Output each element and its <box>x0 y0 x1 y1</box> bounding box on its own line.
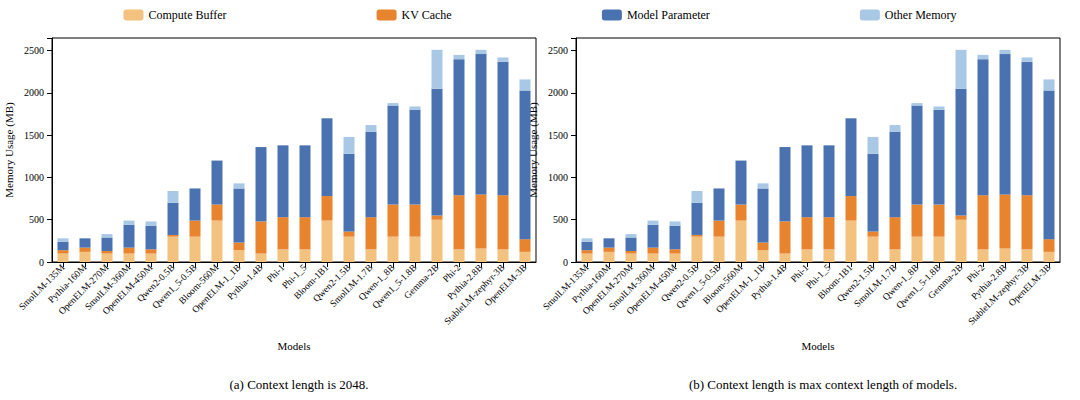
svg-text:Models: Models <box>802 340 835 352</box>
svg-text:Memory Usage (MB): Memory Usage (MB) <box>526 102 539 198</box>
svg-text:OpenELM-3B: OpenELM-3B <box>1007 262 1053 308</box>
svg-text:Models: Models <box>278 340 311 352</box>
svg-text:2500: 2500 <box>548 45 568 56</box>
svg-text:Pythia-2.8B: Pythia-2.8B <box>969 262 1009 302</box>
svg-text:Bloom-560M: Bloom-560M <box>700 262 745 307</box>
svg-text:Qwen2-1.5B: Qwen2-1.5B <box>311 262 353 304</box>
svg-text:2000: 2000 <box>24 87 44 98</box>
svg-text:Qwen1_5-1.8B: Qwen1_5-1.8B <box>370 262 419 311</box>
svg-text:SmolLM-360M: SmolLM-360M <box>83 262 133 312</box>
svg-text:Qwen1_5-0.5B: Qwen1_5-0.5B <box>674 262 723 311</box>
svg-text:500: 500 <box>553 214 568 225</box>
svg-text:1500: 1500 <box>548 130 568 141</box>
svg-text:Gemma-2B: Gemma-2B <box>402 262 440 300</box>
svg-text:Other Memory: Other Memory <box>885 8 957 22</box>
svg-text:1000: 1000 <box>548 172 568 183</box>
svg-text:Phi-1_5: Phi-1_5 <box>280 262 309 291</box>
svg-text:Qwen1_5-0.5B: Qwen1_5-0.5B <box>150 262 199 311</box>
svg-text:0: 0 <box>39 257 44 268</box>
svg-text:StableLM-zephyr-3B: StableLM-zephyr-3B <box>442 262 507 327</box>
svg-text:SmolLM-135M: SmolLM-135M <box>17 262 67 312</box>
svg-text:Qwen2-0.5B: Qwen2-0.5B <box>135 262 177 304</box>
svg-text:Qwen2-1.5B: Qwen2-1.5B <box>835 262 877 304</box>
svg-text:Qwen-1_8B: Qwen-1_8B <box>356 262 397 303</box>
svg-text:Memory Usage (MB): Memory Usage (MB) <box>3 102 16 198</box>
svg-text:Bloom-1B1: Bloom-1B1 <box>291 262 331 302</box>
svg-text:Qwen2-0.5B: Qwen2-0.5B <box>659 262 701 304</box>
svg-text:SmolLM-135M: SmolLM-135M <box>541 262 591 312</box>
svg-text:Qwen-1_8B: Qwen-1_8B <box>880 262 921 303</box>
svg-text:OpenELM-270M: OpenELM-270M <box>580 262 635 317</box>
svg-text:SmolLM-360M: SmolLM-360M <box>607 262 657 312</box>
svg-text:OpenELM-450M: OpenELM-450M <box>100 262 155 317</box>
svg-text:Pythia-160M: Pythia-160M <box>46 262 89 305</box>
svg-text:Bloom-560M: Bloom-560M <box>176 262 221 307</box>
svg-text:SmolLM-1.7B: SmolLM-1.7B <box>328 262 375 309</box>
svg-text:1500: 1500 <box>24 130 44 141</box>
svg-text:Phi-1: Phi-1 <box>788 262 811 285</box>
svg-text:OpenELM-1_1B: OpenELM-1_1B <box>190 262 243 315</box>
svg-text:(b) Context length is max cont: (b) Context length is max context length… <box>689 377 957 392</box>
svg-text:Phi-1: Phi-1 <box>264 262 287 285</box>
svg-text:2500: 2500 <box>24 45 44 56</box>
svg-text:OpenELM-1_1B: OpenELM-1_1B <box>714 262 767 315</box>
svg-text:Pythia-1.4B: Pythia-1.4B <box>749 262 788 301</box>
svg-text:Phi-2: Phi-2 <box>964 262 987 285</box>
svg-text:KV Cache: KV Cache <box>402 8 452 22</box>
svg-text:Qwen1_5-1.8B: Qwen1_5-1.8B <box>894 262 943 311</box>
svg-text:OpenELM-3B: OpenELM-3B <box>483 262 529 308</box>
svg-text:SmolLM-1.7B: SmolLM-1.7B <box>852 262 899 309</box>
svg-text:Gemma-2B: Gemma-2B <box>926 262 964 300</box>
svg-text:2000: 2000 <box>548 87 568 98</box>
svg-text:(a) Context length is 2048.: (a) Context length is 2048. <box>229 377 368 392</box>
svg-text:Pythia-160M: Pythia-160M <box>570 262 613 305</box>
svg-text:Phi-2: Phi-2 <box>440 262 463 285</box>
svg-text:Compute Buffer: Compute Buffer <box>148 8 226 22</box>
svg-text:Model Parameter: Model Parameter <box>627 8 710 22</box>
svg-text:Bloom-1B1: Bloom-1B1 <box>815 262 855 302</box>
svg-text:StableLM-zephyr-3B: StableLM-zephyr-3B <box>966 262 1031 327</box>
svg-text:Pythia-1.4B: Pythia-1.4B <box>225 262 264 301</box>
svg-text:1000: 1000 <box>24 172 44 183</box>
svg-text:Pythia-2.8B: Pythia-2.8B <box>445 262 485 302</box>
svg-text:OpenELM-450M: OpenELM-450M <box>624 262 679 317</box>
svg-text:OpenELM-270M: OpenELM-270M <box>56 262 111 317</box>
svg-text:0: 0 <box>563 257 568 268</box>
svg-text:500: 500 <box>29 214 44 225</box>
svg-text:Phi-1_5: Phi-1_5 <box>804 262 833 291</box>
